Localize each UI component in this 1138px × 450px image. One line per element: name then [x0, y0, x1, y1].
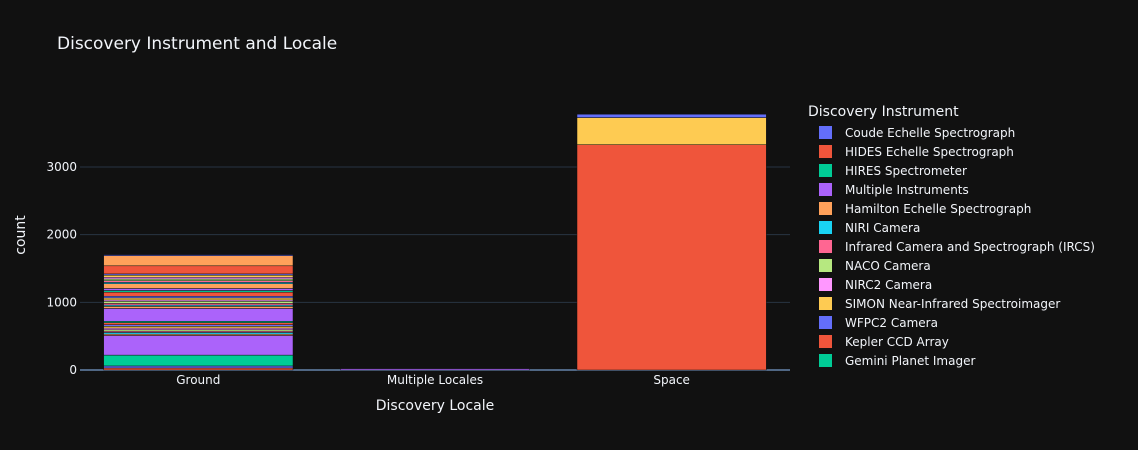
bar-segment[interactable] [103, 265, 294, 275]
bar-segment[interactable] [103, 275, 294, 278]
x-tick-label: Ground [176, 373, 220, 387]
legend: Discovery Instrument Coude Echelle Spect… [808, 104, 1095, 370]
bar-segment[interactable] [340, 368, 530, 371]
y-tick-labels: 0 1000 2000 3000 [46, 160, 77, 377]
legend-swatch [819, 183, 832, 196]
bar-segment[interactable] [103, 254, 294, 256]
legend-swatch [819, 145, 832, 158]
legend-label: NIRI Camera [845, 220, 921, 235]
bar-segment[interactable] [103, 332, 294, 335]
chart-title: Discovery Instrument and Locale [57, 34, 338, 54]
legend-label: NACO Camera [845, 258, 931, 273]
legend-swatch [819, 126, 832, 139]
bar-segment[interactable] [103, 326, 294, 329]
bar-segment[interactable] [103, 280, 294, 283]
legend-item[interactable]: Coude Echelle Spectrograph [808, 123, 1095, 142]
bar-segment[interactable] [576, 144, 767, 371]
legend-label: Multiple Instruments [845, 182, 969, 197]
legend-items: Coude Echelle Spectrograph HIDES Echelle … [808, 123, 1095, 370]
legend-label: Gemini Planet Imager [845, 353, 976, 368]
legend-label: Hamilton Echelle Spectrograph [845, 201, 1032, 216]
legend-item[interactable]: WFPC2 Camera [808, 313, 1095, 332]
bar-segment[interactable] [103, 354, 294, 367]
bar-segment[interactable] [103, 308, 294, 322]
y-tick-label: 0 [69, 363, 77, 377]
x-tick-label: Space [653, 373, 690, 387]
bar-segment[interactable] [103, 297, 294, 301]
bar-segment[interactable] [103, 301, 294, 304]
legend-label: Coude Echelle Spectrograph [845, 125, 1016, 140]
legend-label: NIRC2 Camera [845, 277, 933, 292]
y-axis-label: count [13, 215, 29, 255]
bar-segment[interactable] [103, 283, 294, 289]
legend-swatch [819, 202, 832, 215]
x-axis-label: Discovery Locale [376, 398, 495, 414]
legend-label: HIDES Echelle Spectrograph [845, 144, 1014, 159]
y-tick-label: 1000 [46, 295, 77, 309]
y-tick-label: 3000 [46, 160, 77, 174]
bar-segment[interactable] [103, 295, 294, 299]
x-tick-label: Multiple Locales [387, 373, 483, 387]
bar-segment[interactable] [576, 113, 767, 118]
legend-item[interactable]: Hamilton Echelle Spectrograph [808, 199, 1095, 218]
legend-swatch [819, 316, 832, 329]
bar-segment[interactable] [103, 277, 294, 280]
bar-segment[interactable] [103, 335, 294, 356]
bar-segment[interactable] [103, 278, 294, 281]
bar-segment[interactable] [103, 322, 294, 325]
legend-swatch [819, 259, 832, 272]
bar-segment[interactable] [103, 327, 294, 330]
legend-item[interactable]: HIRES Spectrometer [808, 161, 1095, 180]
legend-label: WFPC2 Camera [845, 315, 938, 330]
x-tick-labels: Ground Multiple Locales Space [176, 373, 690, 387]
legend-swatch [819, 278, 832, 291]
bar-segment[interactable] [103, 288, 294, 291]
legend-item[interactable]: Infrared Camera and Spectrograph (IRCS) [808, 237, 1095, 256]
legend-label: Kepler CCD Array [845, 334, 949, 349]
legend-swatch [819, 221, 832, 234]
legend-swatch [819, 297, 832, 310]
bars [103, 113, 767, 371]
legend-label: HIRES Spectrometer [845, 163, 967, 178]
legend-label: Infrared Camera and Spectrograph (IRCS) [845, 239, 1095, 254]
y-tick-label: 2000 [46, 228, 77, 242]
bar-segment[interactable] [103, 367, 294, 371]
legend-item[interactable]: NACO Camera [808, 256, 1095, 275]
bar-segment[interactable] [103, 290, 294, 293]
bar-segment[interactable] [103, 324, 294, 327]
bar-segment[interactable] [103, 303, 294, 306]
legend-item[interactable]: NIRI Camera [808, 218, 1095, 237]
legend-swatch [819, 335, 832, 348]
legend-item[interactable]: Multiple Instruments [808, 180, 1095, 199]
legend-title: Discovery Instrument [808, 104, 959, 120]
legend-label: SIMON Near-Infrared Spectroimager [845, 296, 1061, 311]
legend-swatch [819, 164, 832, 177]
bar-segment[interactable] [103, 365, 294, 369]
legend-item[interactable]: SIMON Near-Infrared Spectroimager [808, 294, 1095, 313]
legend-item[interactable]: NIRC2 Camera [808, 275, 1095, 294]
bar-segment[interactable] [103, 306, 294, 309]
legend-swatch [819, 240, 832, 253]
bar-segment[interactable] [576, 117, 767, 145]
legend-item[interactable]: Kepler CCD Array [808, 332, 1095, 351]
legend-swatch [819, 354, 832, 367]
legend-item[interactable]: HIDES Echelle Spectrograph [808, 142, 1095, 161]
bar-segment[interactable] [103, 291, 294, 297]
bar-segment[interactable] [103, 255, 294, 267]
legend-item[interactable]: Gemini Planet Imager [808, 351, 1095, 370]
